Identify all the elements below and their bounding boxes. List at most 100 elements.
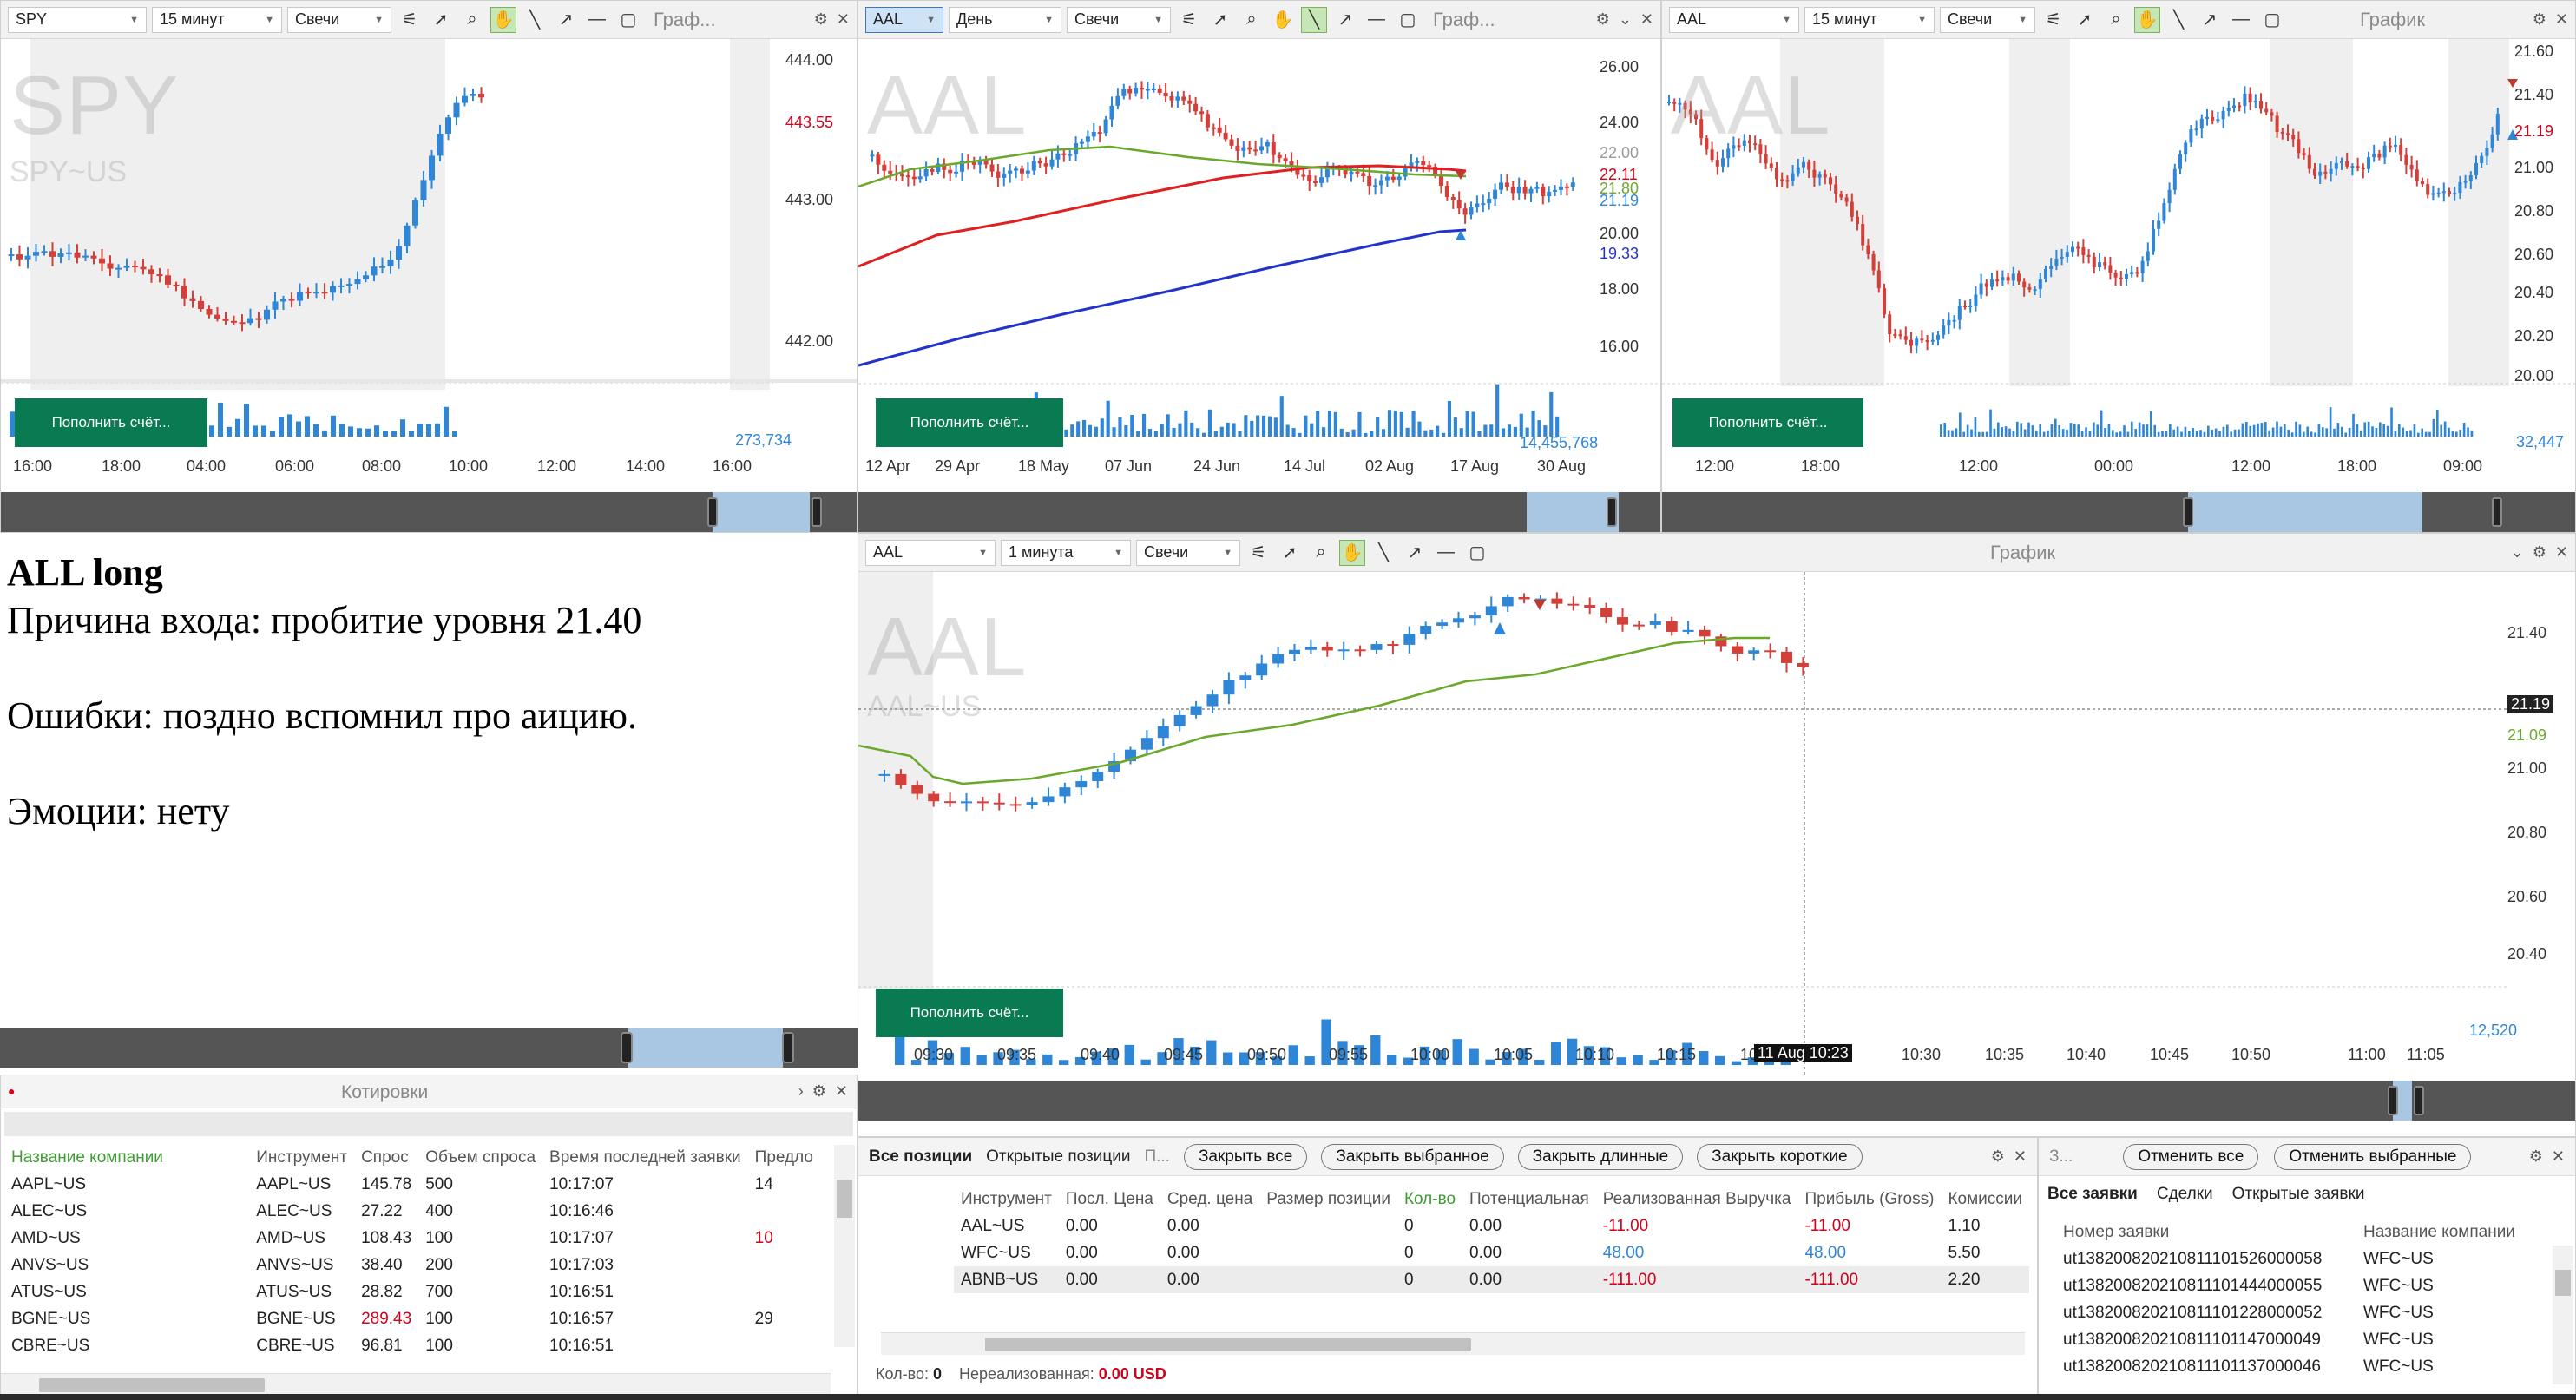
deposit-button[interactable]: Пополнить счёт... xyxy=(876,989,1063,1037)
cancel-selected-button[interactable]: Отменить выбранные xyxy=(2274,1143,2472,1170)
hand-icon[interactable]: ✋ xyxy=(1339,539,1365,566)
navigator-handle[interactable] xyxy=(707,497,718,527)
rect-tool-icon[interactable]: ▢ xyxy=(1399,10,1416,30)
arrow-tool-icon[interactable]: ↗ xyxy=(1337,10,1353,30)
line-tool-icon[interactable]: ╲ xyxy=(529,10,541,30)
close-long-button[interactable]: Закрыть длинные xyxy=(1517,1143,1684,1170)
tab-all-positions[interactable]: Все позиции xyxy=(869,1147,973,1166)
indicators-icon[interactable]: ⚟ xyxy=(2046,10,2061,30)
symbol-select[interactable]: AAL ▼ xyxy=(865,6,943,33)
settings-icon[interactable]: ⚙ xyxy=(2528,1147,2543,1165)
cursor-icon[interactable]: ➚ xyxy=(1282,543,1298,562)
table-row[interactable]: ut138200820210811101228000052 WFC~US xyxy=(2056,1299,2522,1326)
cancel-all-button[interactable]: Отменить все xyxy=(2123,1143,2259,1170)
close-all-button[interactable]: Закрыть все xyxy=(1183,1143,1308,1170)
indicators-icon[interactable]: ⚟ xyxy=(1181,10,1197,30)
tab-all-orders[interactable]: Все заявки xyxy=(2047,1185,2138,1203)
rect-tool-icon[interactable]: ▢ xyxy=(620,10,637,30)
column-header[interactable]: Комиссии xyxy=(1948,1190,2022,1208)
cursor-icon[interactable]: ➚ xyxy=(2077,10,2093,30)
interval-select[interactable]: 15 минут ▼ xyxy=(1804,6,1935,33)
settings-icon[interactable]: ⚙ xyxy=(812,1082,826,1100)
table-row[interactable]: ATUS~US ATUS~US 28.82 700 10:16:51 xyxy=(4,1278,820,1305)
interval-select[interactable]: 15 минут ▼ xyxy=(152,6,282,33)
column-header[interactable]: Реализованная Выручка xyxy=(1602,1190,1791,1208)
chart-navigator[interactable] xyxy=(1,492,857,532)
settings-icon[interactable]: ⚙ xyxy=(1990,1147,2005,1165)
symbol-select[interactable]: AAL ▼ xyxy=(1669,6,1799,33)
chart-navigator[interactable] xyxy=(0,1028,858,1068)
style-select[interactable]: Свечи ▼ xyxy=(1067,6,1171,33)
table-row[interactable]: ANVS~US ANVS~US 38.40 200 10:17:03 xyxy=(4,1252,820,1278)
positions-hscroll[interactable] xyxy=(881,1332,2025,1355)
navigator-handle[interactable] xyxy=(1607,497,1617,527)
column-header[interactable]: Сред. цена xyxy=(1166,1190,1253,1208)
price-chart-aal-15m[interactable] xyxy=(1662,39,2576,533)
close-icon[interactable]: ✕ xyxy=(2554,10,2568,28)
style-select[interactable]: Свечи ▼ xyxy=(1940,6,2035,33)
hline-tool-icon[interactable]: — xyxy=(588,10,606,29)
quotes-hscroll[interactable] xyxy=(1,1373,831,1396)
close-icon[interactable]: ✕ xyxy=(2013,1147,2027,1165)
column-header[interactable]: Кол-во xyxy=(1403,1190,1456,1208)
arrow-tool-icon[interactable]: ↗ xyxy=(558,10,574,30)
navigator-handle[interactable] xyxy=(2183,497,2193,527)
column-header[interactable]: Время последней заявки xyxy=(549,1148,741,1167)
cursor-icon[interactable]: ➚ xyxy=(433,10,449,30)
quotes-vscroll[interactable] xyxy=(834,1145,855,1347)
navigator-range[interactable] xyxy=(2188,492,2422,532)
navigator-range[interactable] xyxy=(713,492,810,532)
tab-trades[interactable]: Сделки xyxy=(2156,1185,2213,1203)
hand-icon[interactable]: ✋ xyxy=(2134,6,2160,33)
table-row[interactable]: AMD~US AMD~US 108.43 100 10:17:07 10 xyxy=(4,1225,820,1252)
line-tool-icon[interactable]: ╲ xyxy=(2172,10,2185,30)
table-row[interactable]: WFC~US 0.00 0.00 0 0.00 48.00 48.00 5.50 xyxy=(954,1239,2029,1266)
navigator-range[interactable] xyxy=(1527,492,1619,532)
line-tool-icon[interactable]: ╲ xyxy=(1301,6,1327,33)
navigator-handle[interactable] xyxy=(2492,497,2502,527)
symbol-select[interactable]: SPY ▼ xyxy=(8,6,147,33)
table-row[interactable]: AAL~US 0.00 0.00 0 0.00 -11.00 -11.00 1.10 xyxy=(954,1213,2029,1239)
table-row[interactable]: ABNB~US 0.00 0.00 0 0.00 -111.00 -111.00 2.20 xyxy=(954,1266,2029,1293)
close-selected-button[interactable]: Закрыть выбранное xyxy=(1321,1143,1504,1170)
close-icon[interactable]: ✕ xyxy=(836,10,850,28)
table-row[interactable]: ut138200820210811101137000046 WFC~US xyxy=(2056,1353,2522,1380)
column-header[interactable]: Посл. Цена xyxy=(1065,1190,1153,1208)
settings-icon[interactable]: ⚙ xyxy=(813,10,828,28)
quotes-search-input[interactable] xyxy=(4,1112,853,1136)
table-row[interactable]: ut138200820210811101526000058 WFC~US xyxy=(2056,1246,2522,1272)
settings-icon[interactable]: ⚙ xyxy=(1595,10,1610,28)
settings-icon[interactable]: ⚙ xyxy=(2532,10,2546,28)
price-chart-aal-daily[interactable] xyxy=(858,39,1661,533)
close-icon[interactable]: ✕ xyxy=(2554,543,2568,561)
style-select[interactable]: Свечи ▼ xyxy=(1136,539,1240,566)
close-icon[interactable]: ✕ xyxy=(2551,1147,2565,1165)
column-header[interactable]: Размер позиции xyxy=(1266,1190,1390,1208)
zoom-icon[interactable]: ⌕ xyxy=(1246,10,1257,29)
hand-icon[interactable]: ✋ xyxy=(490,6,516,33)
indicators-icon[interactable]: ⚟ xyxy=(1251,543,1266,562)
column-header[interactable]: Спрос xyxy=(361,1148,409,1167)
settings-icon[interactable]: ⚙ xyxy=(2532,543,2546,561)
column-header[interactable]: Предло xyxy=(754,1148,813,1167)
rect-tool-icon[interactable]: ▢ xyxy=(1469,543,1486,562)
column-header[interactable]: Инструмент xyxy=(256,1148,348,1167)
navigator-handle[interactable] xyxy=(2388,1086,2398,1115)
zoom-icon[interactable]: ⌕ xyxy=(467,10,477,29)
tab-open-orders[interactable]: Открытые заявки xyxy=(2231,1185,2365,1203)
rect-tool-icon[interactable]: ▢ xyxy=(2264,10,2281,30)
table-row[interactable]: ALEC~US ALEC~US 27.22 400 10:16:46 xyxy=(4,1198,820,1225)
column-header[interactable]: Название компании xyxy=(2363,1223,2515,1241)
chevron-down-icon[interactable]: ⌄ xyxy=(1618,10,1632,28)
table-row[interactable]: AAPL~US AAPL~US 145.78 500 10:17:07 14 xyxy=(4,1171,820,1198)
close-icon[interactable]: ✕ xyxy=(834,1082,848,1100)
cursor-icon[interactable]: ➚ xyxy=(1212,10,1228,30)
column-header[interactable]: Объем спроса xyxy=(425,1148,536,1167)
close-short-button[interactable]: Закрыть короткие xyxy=(1697,1143,1863,1170)
tab-more[interactable]: П... xyxy=(1144,1147,1170,1166)
column-header[interactable]: Потенциальная xyxy=(1469,1190,1589,1208)
tab-open-positions[interactable]: Открытые позиции xyxy=(986,1147,1131,1166)
hand-icon[interactable]: ✋ xyxy=(1272,10,1294,30)
table-row[interactable]: ut138200820210811101444000055 WFC~US xyxy=(2056,1272,2522,1299)
navigator-handle[interactable] xyxy=(812,497,822,527)
